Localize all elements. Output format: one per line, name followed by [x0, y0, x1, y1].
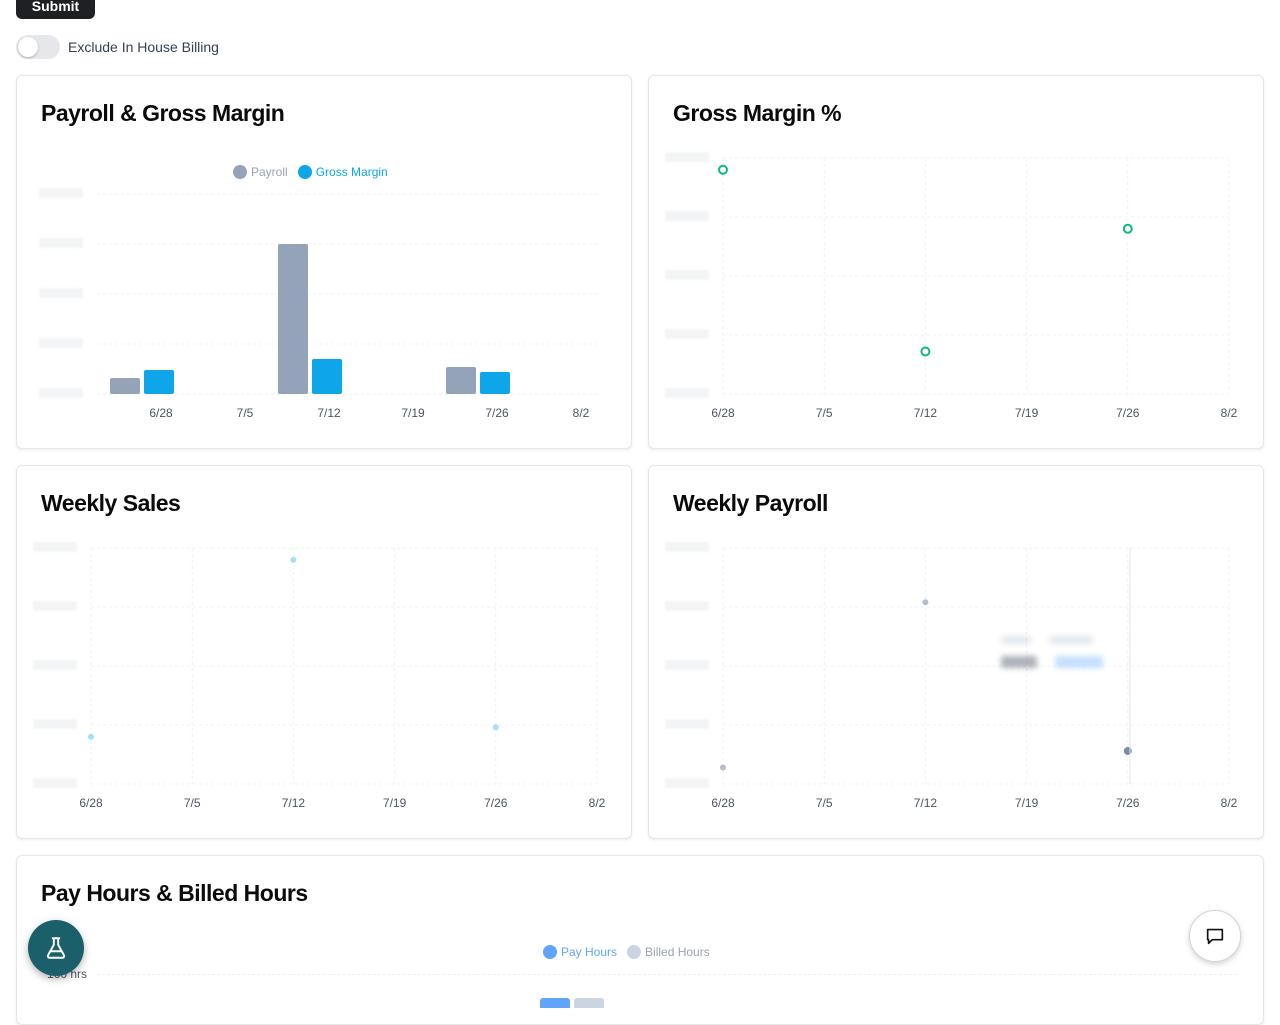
blurred-y-tick [33, 719, 77, 729]
data-point [922, 599, 929, 606]
x-tick-label: 6/28 [149, 406, 173, 420]
data-point [718, 164, 728, 175]
submit-button[interactable]: Submit [16, 0, 95, 19]
legend-dot-icon [233, 165, 247, 179]
bar-gross-margin [480, 372, 510, 394]
x-tick-label: 8/2 [1221, 796, 1238, 810]
weekly-payroll-chart: 6/28 7/5 7/12 7/19 7/26 8/2 [665, 542, 1238, 810]
gross-margin-pct-card: Gross Margin % 6/28 7/5 7/12 7/19 7/26 8/2 [648, 75, 1264, 449]
chart-tooltip [1001, 636, 1111, 680]
legend-item-gross-margin[interactable]: Gross Margin [297, 165, 388, 179]
blurred-y-tick [665, 601, 709, 611]
card-title: Payroll & Gross Margin [41, 100, 285, 126]
x-tick-label: 7/5 [816, 796, 833, 810]
bar-gross-margin [144, 370, 174, 394]
blurred-y-tick [665, 719, 709, 729]
blurred-y-tick [33, 601, 77, 611]
chat-bubble-icon [1206, 928, 1224, 945]
x-tick-label: 7/26 [1116, 796, 1140, 810]
x-tick-label: 7/12 [282, 796, 306, 810]
card-title: Weekly Payroll [673, 490, 828, 516]
exclude-in-house-toggle[interactable] [16, 35, 60, 59]
legend-label: Billed Hours [645, 945, 710, 959]
bar-gross-margin [312, 359, 342, 394]
bar-payroll [278, 244, 308, 394]
x-tick-label: 7/5 [816, 406, 833, 420]
gross-margin-pct-chart: 6/28 7/5 7/12 7/19 7/26 8/2 [665, 152, 1238, 420]
blurred-y-tick [39, 238, 83, 248]
weekly-payroll-card: Weekly Payroll 6/28 7/5 7/12 7/19 7/26 8/2 [648, 465, 1264, 839]
x-tick-label: 7/12 [914, 406, 938, 420]
data-point [1123, 746, 1132, 755]
legend-item-payroll[interactable]: Payroll [233, 165, 288, 179]
blurred-y-tick [39, 288, 83, 298]
x-tick-label: 6/28 [711, 406, 735, 420]
blurred-y-tick [665, 270, 709, 280]
data-point [920, 346, 931, 357]
blurred-y-tick [665, 388, 709, 398]
lab-flask-button[interactable] [28, 920, 84, 976]
x-tick-label: 7/5 [237, 406, 254, 420]
payroll-gross-margin-card: Payroll & Gross Margin Payroll Gross Mar… [16, 75, 632, 449]
gridline [97, 974, 1237, 975]
payroll-gross-margin-chart: 6/28 7/5 7/12 7/19 7/26 8/2 [39, 188, 601, 420]
blurred-y-tick [33, 542, 77, 552]
x-tick-label: 7/12 [914, 796, 938, 810]
x-tick-label: 6/28 [711, 796, 735, 810]
blurred-y-tick [33, 778, 77, 788]
blurred-y-tick [665, 778, 709, 788]
exclude-in-house-label: Exclude In House Billing [68, 39, 219, 55]
bar-payroll [446, 367, 476, 394]
blurred-y-tick [39, 188, 83, 198]
blurred-y-tick [665, 329, 709, 339]
x-tick-label: 7/19 [1015, 796, 1039, 810]
data-point [88, 733, 94, 740]
x-tick-label: 7/19 [401, 406, 425, 420]
x-tick-label: 8/2 [589, 796, 606, 810]
legend-label: Payroll [251, 165, 288, 179]
pay-billed-hours-card: Pay Hours & Billed Hours Pay Hours Bille… [16, 855, 1264, 1025]
x-tick-label: 7/26 [484, 796, 508, 810]
card-title: Gross Margin % [673, 100, 842, 126]
legend-item-pay-hours[interactable]: Pay Hours [543, 945, 617, 959]
blurred-y-tick [33, 660, 77, 670]
x-tick-label: 8/2 [1221, 406, 1238, 420]
blurred-y-tick [665, 152, 709, 162]
card-title: Pay Hours & Billed Hours [41, 880, 308, 906]
weekly-sales-card: Weekly Sales 6/28 7/5 7/12 7/19 7/26 8/2 [16, 465, 632, 839]
data-point [492, 724, 499, 731]
blurred-y-tick [665, 542, 709, 552]
card-title: Weekly Sales [41, 490, 181, 516]
blurred-y-tick [665, 211, 709, 221]
blurred-y-tick [39, 338, 83, 348]
data-point [290, 556, 297, 563]
blurred-y-tick [665, 660, 709, 670]
weekly-sales-chart: 6/28 7/5 7/12 7/19 7/26 8/2 [33, 542, 606, 810]
legend-dot-icon [297, 165, 312, 179]
x-tick-label: 7/19 [1015, 406, 1039, 420]
blurred-y-tick [39, 388, 83, 398]
exclude-in-house-toggle-row: Exclude In House Billing [16, 35, 219, 59]
x-tick-label: 7/12 [317, 406, 341, 420]
flask-icon [46, 937, 66, 959]
bar-payroll [110, 378, 140, 394]
legend-label: Pay Hours [561, 945, 618, 959]
toggle-knob [18, 37, 38, 57]
data-point [720, 764, 726, 771]
chart-legend: Payroll Gross Margin [233, 165, 388, 179]
chat-button[interactable] [1189, 910, 1241, 962]
chart-legend: Pay Hours Billed Hours [543, 945, 710, 959]
legend-item-billed-hours[interactable]: Billed Hours [627, 945, 710, 959]
x-tick-label: 7/26 [485, 406, 509, 420]
legend-dot-icon [543, 945, 557, 959]
x-tick-label: 7/26 [1116, 406, 1140, 420]
x-tick-label: 6/28 [79, 796, 103, 810]
legend-label: Gross Margin [315, 165, 388, 179]
x-tick-label: 7/19 [383, 796, 407, 810]
x-tick-label: 7/5 [184, 796, 201, 810]
legend-dot-icon [627, 945, 642, 959]
x-tick-label: 8/2 [573, 406, 590, 420]
data-point [1122, 223, 1133, 234]
